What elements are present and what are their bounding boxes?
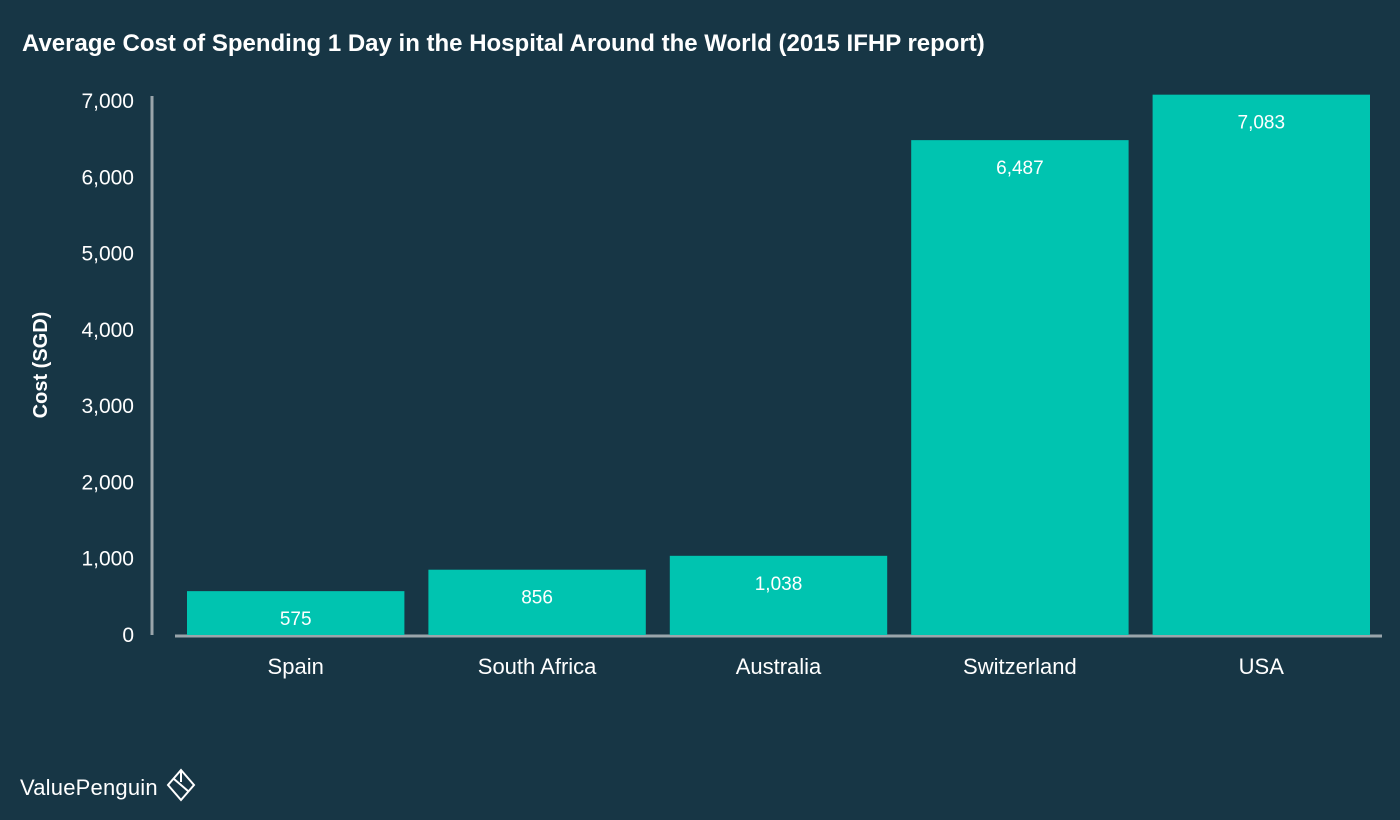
brand-name: ValuePenguin (20, 774, 158, 800)
x-tick-label: Australia (736, 654, 822, 679)
y-tick-label: 1,000 (81, 548, 134, 571)
brand-logo: ValuePenguin (20, 768, 198, 807)
x-tick-label: USA (1239, 654, 1285, 679)
bar (187, 591, 405, 635)
x-tick-label: Spain (268, 654, 324, 679)
x-tick-label: Switzerland (963, 654, 1077, 679)
y-axis-title: Cost (SGD) (30, 312, 52, 419)
chart-title: Average Cost of Spending 1 Day in the Ho… (22, 30, 985, 57)
valuepenguin-logo-icon (164, 768, 198, 807)
y-tick-label: 0 (122, 624, 134, 647)
y-tick-label: 6,000 (81, 166, 134, 189)
y-tick-label: 3,000 (81, 395, 134, 418)
data-label: 6,487 (996, 158, 1044, 179)
data-label: 575 (280, 609, 312, 630)
y-tick-label: 2,000 (81, 471, 134, 494)
y-axis: 0 1,000 2,000 3,000 4,000 5,000 6,000 7,000 (81, 90, 154, 647)
y-tick-label: 4,000 (81, 319, 134, 342)
y-tick-label: 5,000 (81, 243, 134, 266)
data-label: 856 (521, 588, 553, 609)
x-axis: Spain South Africa Australia Switzerland USA (175, 634, 1382, 679)
x-tick-label: South Africa (478, 654, 597, 679)
bar (669, 555, 888, 635)
y-tick-label: 7,000 (81, 90, 134, 113)
bar (428, 569, 646, 635)
bar (1152, 94, 1370, 636)
data-label: 1,038 (755, 574, 803, 595)
data-label: 7,083 (1238, 113, 1286, 134)
bars (187, 94, 1370, 636)
bar (911, 140, 1129, 635)
data-labels: 575 856 1,038 6,487 7,083 (280, 113, 1285, 630)
